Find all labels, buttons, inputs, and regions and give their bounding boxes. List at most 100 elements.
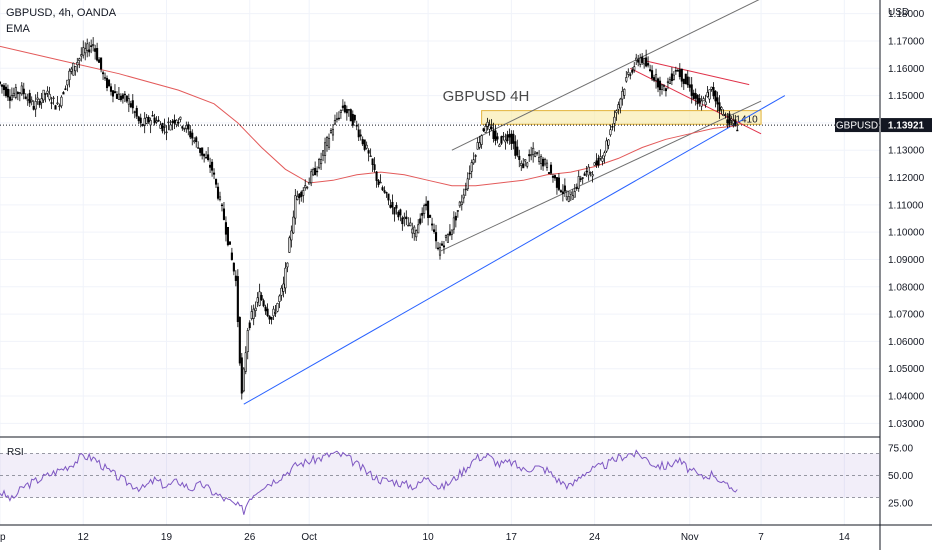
- candle-body: [605, 140, 608, 152]
- candle-body: [549, 164, 553, 174]
- candle-body: [335, 118, 338, 120]
- candle-body: [355, 124, 358, 127]
- candle-body: [260, 295, 263, 301]
- candle-body: [242, 368, 245, 392]
- time-axis: ep 12 19 26 Oct 10 17 24 Nov 7 14: [0, 532, 850, 543]
- candle-body: [670, 73, 673, 81]
- candle-body: [351, 113, 354, 126]
- price-tick-label: 1.15000: [888, 91, 925, 102]
- candle-body: [391, 201, 394, 208]
- candle-body: [690, 84, 693, 96]
- candle-body: [20, 85, 23, 95]
- candle-body: [542, 158, 545, 167]
- symbol-header: GBPUSD, 4h, OANDA: [6, 7, 117, 19]
- candle-body: [468, 172, 471, 175]
- candle-body: [286, 262, 289, 268]
- candle-body: [4, 86, 7, 96]
- candle-body: [189, 131, 192, 138]
- price-tick-label: 1.10000: [888, 228, 925, 239]
- candle-body: [561, 191, 564, 194]
- candle-body: [567, 196, 570, 202]
- candle-body: [159, 124, 162, 129]
- candle-body: [153, 117, 156, 124]
- candle-body: [563, 185, 566, 192]
- candle-body: [609, 129, 612, 136]
- candle-body: [173, 119, 176, 124]
- candle-body: [482, 128, 485, 132]
- candle-body: [557, 177, 560, 190]
- candle-body: [36, 97, 39, 100]
- candle-body: [2, 85, 6, 91]
- candle-body: [224, 222, 227, 235]
- candle-body: [694, 93, 697, 99]
- candle-body: [72, 62, 75, 76]
- candle-body: [458, 201, 461, 207]
- candle-body: [555, 177, 558, 188]
- price-tag-value: 1.13921: [888, 121, 925, 132]
- candle-body: [167, 121, 170, 124]
- candle-body: [139, 117, 142, 124]
- time-tick-label: 7: [758, 532, 764, 543]
- candle-body: [524, 159, 527, 162]
- candle-body: [462, 194, 465, 199]
- candle-body: [145, 117, 148, 124]
- candle-body: [22, 88, 25, 95]
- price-tick-label: 1.18000: [888, 9, 925, 20]
- price-tick-label: 1.03000: [888, 419, 925, 430]
- candle-body: [62, 92, 65, 95]
- candle-body: [381, 187, 384, 191]
- candle-body: [476, 142, 479, 150]
- candle-body: [702, 98, 705, 102]
- candle-body: [322, 150, 325, 156]
- rsi-label: RSI: [7, 447, 24, 458]
- rsi-axis: 75.00 50.00 25.00: [888, 444, 913, 510]
- candle-body: [337, 117, 340, 120]
- candle-body: [318, 158, 321, 169]
- candle-body: [387, 193, 390, 201]
- candle-body: [187, 124, 190, 130]
- candle-body: [480, 135, 483, 145]
- time-tick-label: 24: [589, 532, 601, 543]
- candle-body: [508, 134, 511, 138]
- candle-body: [603, 152, 606, 157]
- candle-body: [314, 167, 317, 176]
- candle-body: [534, 152, 537, 157]
- candle-body: [676, 70, 679, 72]
- candle-body: [569, 191, 572, 195]
- rsi-tick-label: 50.00: [888, 471, 913, 482]
- candle-body: [547, 172, 551, 174]
- candle-body: [107, 79, 111, 87]
- candle-body: [395, 205, 398, 209]
- candle-body: [111, 90, 115, 97]
- candle-body: [573, 191, 576, 198]
- candle-body: [668, 79, 671, 85]
- candle-body: [6, 88, 9, 98]
- candle-body: [371, 158, 374, 166]
- candle-body: [736, 129, 739, 132]
- candle-body: [92, 44, 95, 46]
- candle-body: [490, 126, 493, 130]
- candle-body: [532, 147, 535, 155]
- candle-body: [528, 154, 531, 157]
- price-tick-label: 1.06000: [888, 337, 925, 348]
- candle-body: [98, 59, 101, 63]
- candle-body: [80, 54, 83, 57]
- candle-body: [510, 133, 513, 144]
- candle-body: [296, 195, 299, 200]
- candle-body: [34, 101, 37, 110]
- candle-body: [367, 150, 370, 154]
- candle-body: [42, 89, 45, 101]
- candle-body: [656, 78, 660, 88]
- candle-body: [724, 114, 727, 116]
- candle-body: [478, 142, 481, 148]
- candle-body: [621, 90, 624, 100]
- candle-body: [103, 77, 107, 79]
- candle-body: [452, 217, 455, 230]
- candle-body: [16, 92, 19, 95]
- candle-body: [345, 109, 348, 114]
- candle-body: [105, 78, 109, 89]
- candle-body: [18, 92, 21, 94]
- candle-body: [320, 159, 323, 165]
- candle-body: [647, 63, 650, 66]
